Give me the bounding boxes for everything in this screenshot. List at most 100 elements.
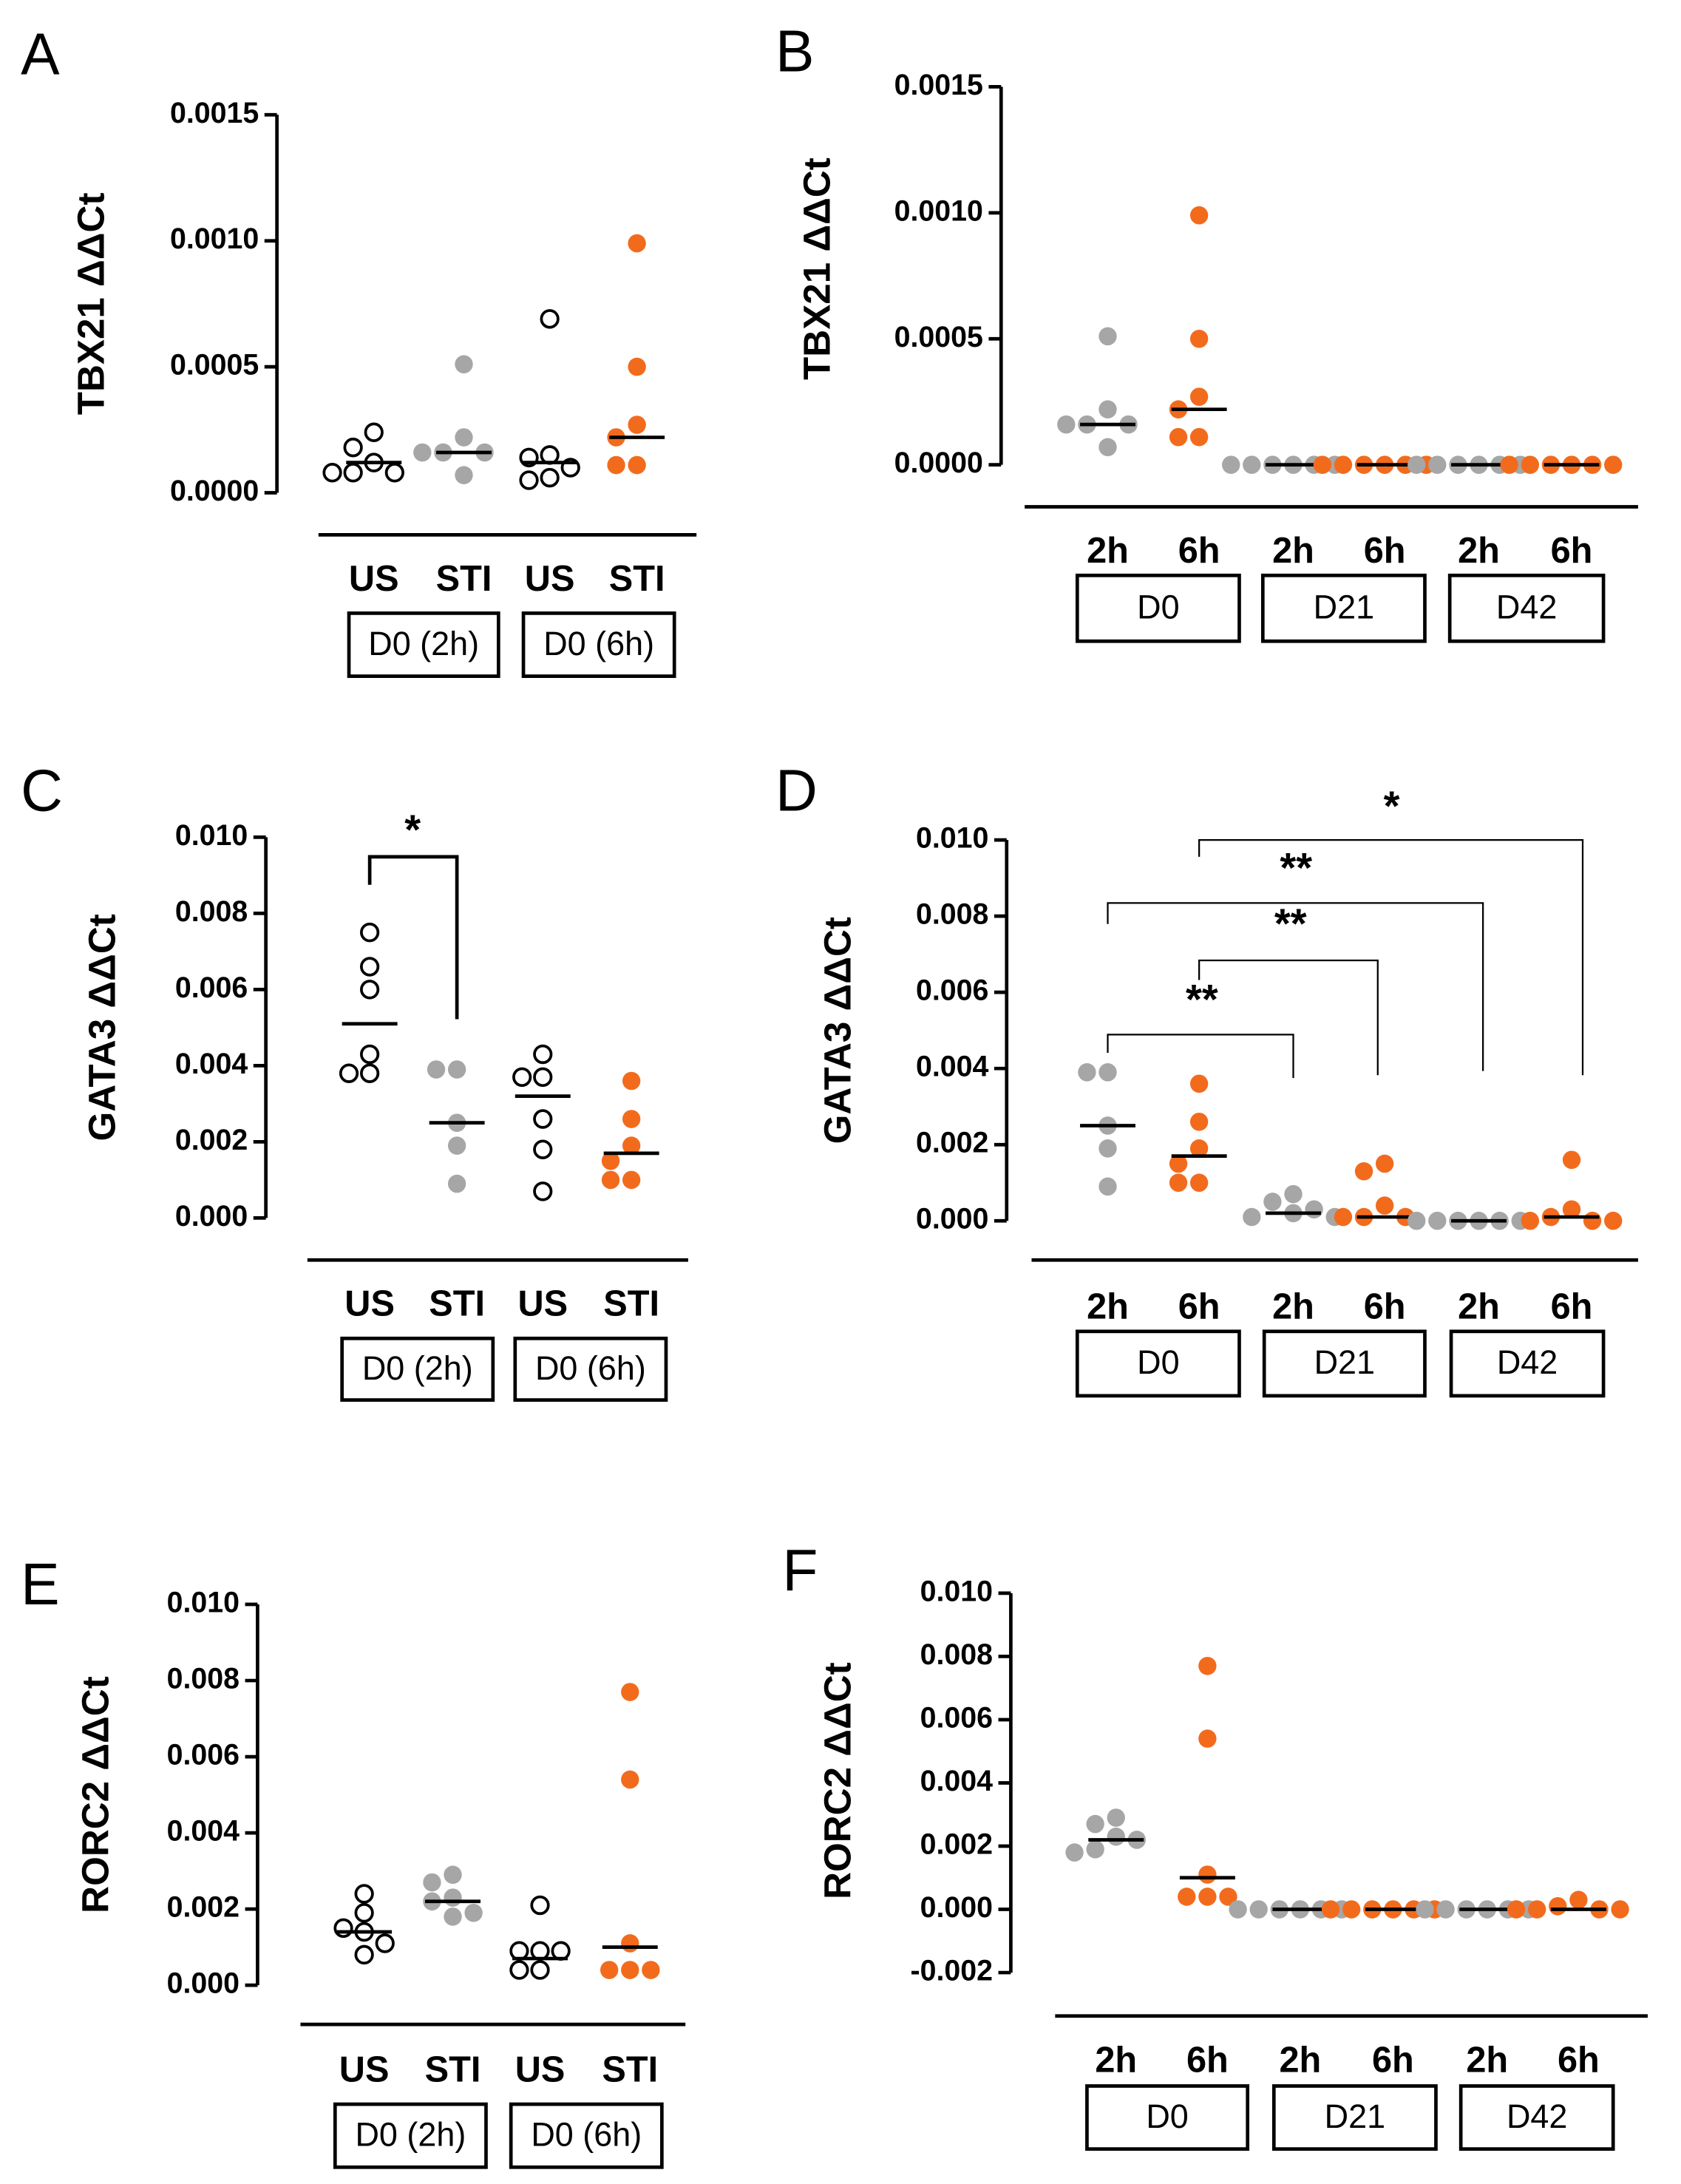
data-point [343,463,363,483]
significance-bracket [1107,1034,1294,1079]
data-point [1334,455,1353,474]
data-point [601,1151,620,1170]
data-point [1521,1211,1540,1230]
significance-label: ** [1274,900,1307,946]
data-point [444,1888,462,1907]
data-point [1107,1808,1125,1827]
x-tick-label: 2h [1279,2040,1321,2080]
data-point [1611,1900,1629,1919]
data-point [1521,455,1540,474]
data-point [322,463,342,483]
data-point [1428,455,1447,474]
significance-label: * [404,806,421,852]
group-label: D0 (6h) [535,1349,646,1387]
data-point [455,355,473,374]
data-point [533,1181,553,1201]
x-tick-label: US [515,2049,566,2089]
data-point [530,1895,550,1916]
significance-bracket [367,855,459,1020]
panel-label: D [775,757,818,823]
data-point [1189,387,1209,406]
group-box [340,1336,495,1402]
group-box [1085,2084,1250,2151]
x-tick-label: STI [609,559,665,599]
group-label: D42 [1497,1343,1558,1381]
data-point [464,1903,483,1922]
data-point [540,467,560,488]
group-label: D0 (2h) [362,1349,473,1387]
x-tick-label: STI [602,2049,658,2089]
data-point [1243,1207,1261,1227]
group-label: D42 [1507,2097,1567,2135]
data-point [1189,427,1209,447]
group-box [521,611,676,678]
group-label: D42 [1496,588,1557,625]
data-point [339,1063,359,1083]
y-tick-label: 0.0000 [170,475,259,507]
data-point [1169,1173,1188,1193]
data-point [1189,1139,1209,1158]
data-point [1198,1888,1217,1906]
y-tick-label: 0.010 [920,1575,993,1607]
data-point [354,1884,374,1904]
data-point [1528,1900,1546,1919]
group-label: D0 [1137,1343,1179,1381]
data-point [444,1865,462,1885]
data-point [360,980,380,1000]
significance-bracket [1107,902,1484,1071]
y-tick-label: 0.0010 [894,194,983,227]
y-tick-label: 0.008 [920,1638,993,1671]
data-point [413,443,432,462]
group-box [1075,573,1241,643]
group-box [347,611,500,678]
x-tick-label: US [339,2049,390,2089]
y-tick-label: 0.000 [916,1203,988,1235]
data-point [333,1918,353,1939]
data-point [364,422,384,442]
panel-label: B [775,18,814,84]
y-tick-label: 0.0000 [894,447,983,479]
data-point [642,1961,660,1979]
panel-label: F [782,1537,818,1603]
data-point [1086,1839,1104,1859]
data-point [1416,1900,1434,1919]
data-point [1189,206,1209,225]
data-point [1189,329,1209,348]
data-point [1078,1063,1096,1082]
y-axis-label: GATA3 ΔΔCt [81,914,123,1141]
x-tick-label: 6h [1551,531,1593,571]
x-tick-label: US [344,1283,395,1323]
panel-label: A [21,21,60,87]
y-tick-label: -0.002 [911,1954,994,1987]
significance-label: * [1384,782,1400,829]
data-point [1198,1865,1217,1884]
data-point [1098,438,1117,457]
data-point [1500,455,1518,474]
data-point [423,1873,441,1892]
data-point [530,1960,550,1980]
y-axis-label: RORC2 ΔΔCt [75,1676,117,1913]
data-point [628,234,646,253]
y-tick-label: 0.004 [920,1765,993,1797]
y-tick-label: 0.008 [167,1662,240,1695]
data-point [533,1067,553,1088]
data-point [375,1933,395,1953]
group-label: D21 [1325,2097,1385,2135]
data-point [601,1170,620,1190]
data-point [621,1934,639,1953]
data-point [1169,427,1188,447]
data-point [1243,455,1261,474]
data-point [1098,1177,1117,1196]
group-box [1262,1329,1427,1398]
x-tick-label: 2h [1095,2040,1137,2080]
group-box [1449,1329,1606,1398]
data-point [455,466,473,484]
group-label: D0 (2h) [368,625,479,662]
data-point [360,1044,380,1065]
x-tick-label: 6h [1364,531,1406,571]
y-tick-label: 0.006 [920,1701,993,1734]
data-point [1583,1211,1602,1230]
data-point [1249,1900,1268,1919]
data-point [509,1960,529,1980]
